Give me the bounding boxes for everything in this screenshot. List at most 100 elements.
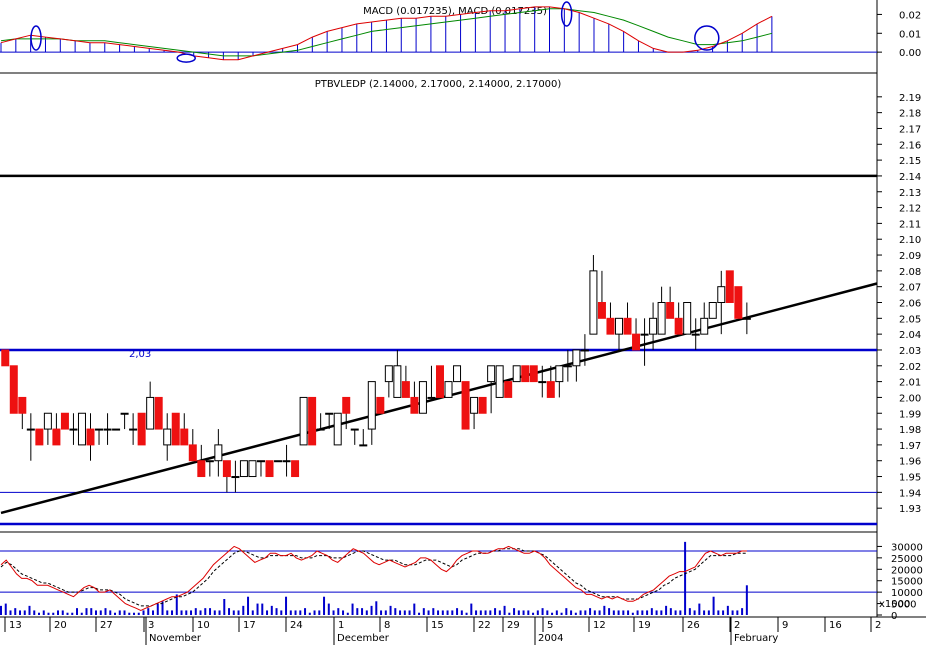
- candle-body: [734, 286, 743, 319]
- candle-body: [265, 460, 274, 478]
- x-tick-label: 19: [638, 620, 651, 631]
- y-tick-label: 0: [891, 611, 897, 622]
- candle-body: [171, 412, 180, 446]
- candle-body: [69, 428, 78, 431]
- candle-body: [572, 349, 581, 367]
- candle-body: [444, 381, 453, 398]
- candle-body: [120, 412, 129, 415]
- candle-body: [239, 460, 248, 478]
- candle-body: [316, 428, 325, 431]
- candle-body: [342, 396, 351, 414]
- candle-body: [418, 381, 427, 414]
- month-label: December: [337, 633, 390, 644]
- x-tick-label: 2: [875, 620, 881, 631]
- candle-body: [632, 333, 641, 351]
- price-title: PTBVLEDP (2.14000, 2.17000, 2.14000, 2.1…: [315, 79, 562, 90]
- candle-body: [742, 317, 751, 320]
- candle-body: [546, 381, 555, 398]
- x-tick-label: 15: [431, 620, 444, 631]
- x-tick-label: 24: [290, 620, 303, 631]
- price-panel: PTBVLEDP (2.14000, 2.17000, 2.14000, 2.1…: [0, 79, 921, 526]
- candle-body: [538, 381, 547, 384]
- candle-body: [103, 428, 112, 431]
- candle-body: [129, 428, 138, 431]
- signal-line: [0, 8, 773, 57]
- y-tick-label: 20000: [891, 565, 923, 576]
- candle-body: [43, 412, 52, 430]
- y-tick-label: 2.08: [899, 267, 921, 278]
- candle-body: [188, 444, 197, 462]
- candle-body: [350, 428, 359, 431]
- x-tick-label: 22: [478, 620, 491, 631]
- candle-body: [649, 317, 658, 335]
- y-tick-label: 2.10: [899, 235, 921, 246]
- candle-body: [580, 349, 589, 352]
- candle-body: [222, 460, 231, 478]
- candle-body: [640, 333, 649, 336]
- candle-body: [717, 286, 726, 303]
- y-tick-label: 10000: [891, 588, 923, 599]
- candle-body: [248, 460, 257, 478]
- candle-body: [708, 302, 717, 319]
- candle-body: [367, 381, 376, 430]
- x-axis: 13 20 27 3 10 17 24 1 8 15 22 29 5 12 19 26 2 9 16 2Novembe…: [4, 617, 881, 645]
- candle-body: [112, 428, 121, 431]
- candle-body: [86, 428, 95, 446]
- y-tick-label: 1.94: [899, 488, 921, 499]
- y-tick-label: 1.98: [899, 425, 921, 436]
- candle-body: [359, 444, 368, 447]
- stochastic-d-line: [0, 548, 747, 607]
- candle-body: [657, 302, 666, 335]
- volume-unit-label: x1000: [879, 599, 910, 610]
- candle-body: [529, 365, 538, 383]
- candle-body: [231, 476, 240, 479]
- macd-panel: MACD (0.017235), MACD (0.017235) 0.02 0.0…: [0, 1, 921, 63]
- x-tick-label: 9: [782, 620, 788, 631]
- candle-body: [563, 365, 572, 368]
- candle-body: [274, 460, 283, 463]
- highlight-circle: [560, 1, 573, 27]
- x-tick-label: 10: [197, 620, 210, 631]
- candle-body: [589, 270, 598, 335]
- y-tick-label: 1.96: [899, 457, 921, 468]
- macd-title: MACD (0.017235), MACD (0.017235): [363, 6, 547, 17]
- y-tick-label: 2.12: [899, 204, 921, 215]
- stochastic-k-line: [0, 545, 747, 611]
- candle-body: [154, 396, 163, 430]
- x-tick-label: 12: [593, 620, 606, 631]
- candle-body: [26, 428, 35, 431]
- candle-body: [487, 365, 496, 383]
- candle-body: [163, 428, 172, 446]
- month-label: November: [149, 633, 202, 644]
- highlight-circle: [176, 53, 196, 63]
- x-tick-label: 13: [9, 620, 22, 631]
- candle-body: [453, 365, 462, 383]
- candle-body: [521, 365, 530, 383]
- candle-body: [555, 365, 564, 383]
- candle-body: [256, 460, 265, 463]
- y-tick-label: 0.02: [899, 10, 921, 21]
- candle-body: [597, 302, 606, 319]
- x-tick-label: 29: [507, 620, 520, 631]
- candle-body: [427, 396, 436, 399]
- y-tick-label: 2.19: [899, 93, 921, 104]
- x-tick-label: 17: [243, 620, 256, 631]
- y-tick-label: 2.03: [899, 346, 921, 357]
- candle-body: [504, 381, 513, 398]
- candle-body: [282, 460, 291, 463]
- y-tick-label: 2.01: [899, 378, 921, 389]
- y-tick-label: 2.17: [899, 124, 921, 135]
- candle-body: [614, 317, 623, 335]
- month-label: February: [734, 633, 778, 644]
- y-tick-label: 1.93: [899, 504, 921, 515]
- candle-body: [137, 412, 146, 446]
- candle-body: [384, 365, 393, 383]
- candle-body: [623, 317, 632, 335]
- x-tick-label: 8: [384, 620, 390, 631]
- y-tick-label: 1.97: [899, 441, 921, 452]
- y-tick-label: 5000: [891, 600, 916, 611]
- candle-body: [197, 460, 206, 478]
- candle-body: [1, 349, 10, 367]
